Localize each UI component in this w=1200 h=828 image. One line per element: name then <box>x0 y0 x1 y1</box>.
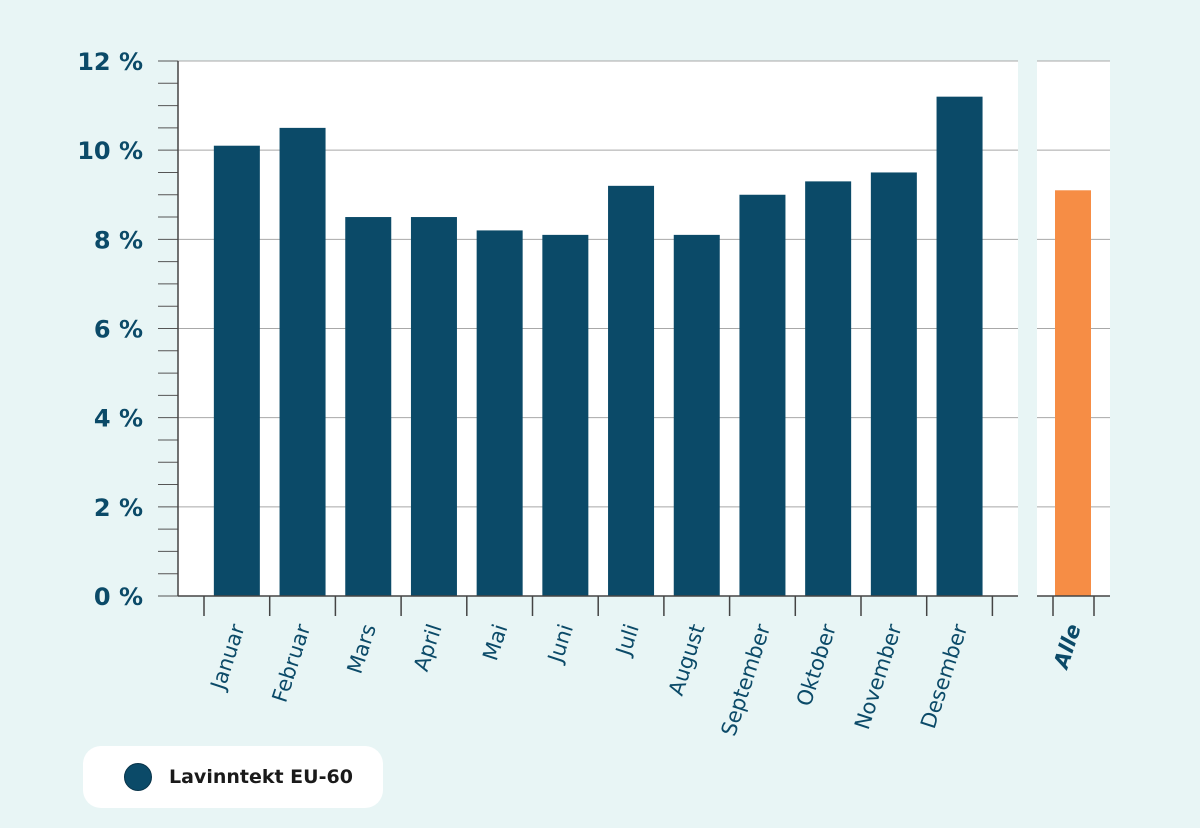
bar-januar <box>213 145 260 597</box>
bar-alle <box>1055 190 1091 596</box>
bar-august <box>673 234 720 596</box>
x-tick-label: April <box>409 621 447 674</box>
x-tick-label: Juni <box>543 621 578 667</box>
y-tick-label: 10 % <box>77 137 143 165</box>
bar-desember <box>936 96 983 597</box>
legend-marker <box>124 763 152 791</box>
x-tick-label: Oktober <box>792 621 841 709</box>
x-tick-label: Juli <box>611 621 644 660</box>
bar-juni <box>542 234 589 596</box>
y-tick-label: 12 % <box>77 48 143 76</box>
x-tick-label: Januar <box>205 621 249 695</box>
x-tick-label: August <box>664 621 710 698</box>
monthly-plot-area: 0 % 2 % 4 % 6 % 8 % 10 % 12 % Januar Februar Mars… <box>77 48 1018 739</box>
y-tick-label: 0 % <box>94 583 143 611</box>
bar-september <box>739 194 786 596</box>
side-x-tick-label: Alle <box>1048 621 1085 673</box>
x-tick-label: Februar <box>268 621 316 705</box>
legend-label: Lavinntekt EU-60 <box>169 766 353 788</box>
x-tick-label: Mai <box>478 621 512 663</box>
y-tick-label: 6 % <box>94 316 143 344</box>
x-tick-label: September <box>717 621 776 739</box>
bar-mars <box>345 217 392 596</box>
bar-mai <box>476 230 523 596</box>
bar-november <box>870 172 917 597</box>
x-tick-label: November <box>850 621 907 733</box>
x-tick-label: Mars <box>343 621 381 677</box>
bar-juli <box>608 185 655 597</box>
x-tick-label: Desember <box>916 621 972 732</box>
bar-februar <box>279 127 326 596</box>
total-plot-area: Alle <box>1037 60 1110 673</box>
legend: Lavinntekt EU-60 <box>83 746 383 808</box>
bar-april <box>410 217 457 596</box>
y-tick-label: 4 % <box>94 405 143 433</box>
y-tick-label: 8 % <box>94 226 143 254</box>
y-tick-label: 2 % <box>94 494 143 522</box>
bar-oktober <box>805 181 852 596</box>
